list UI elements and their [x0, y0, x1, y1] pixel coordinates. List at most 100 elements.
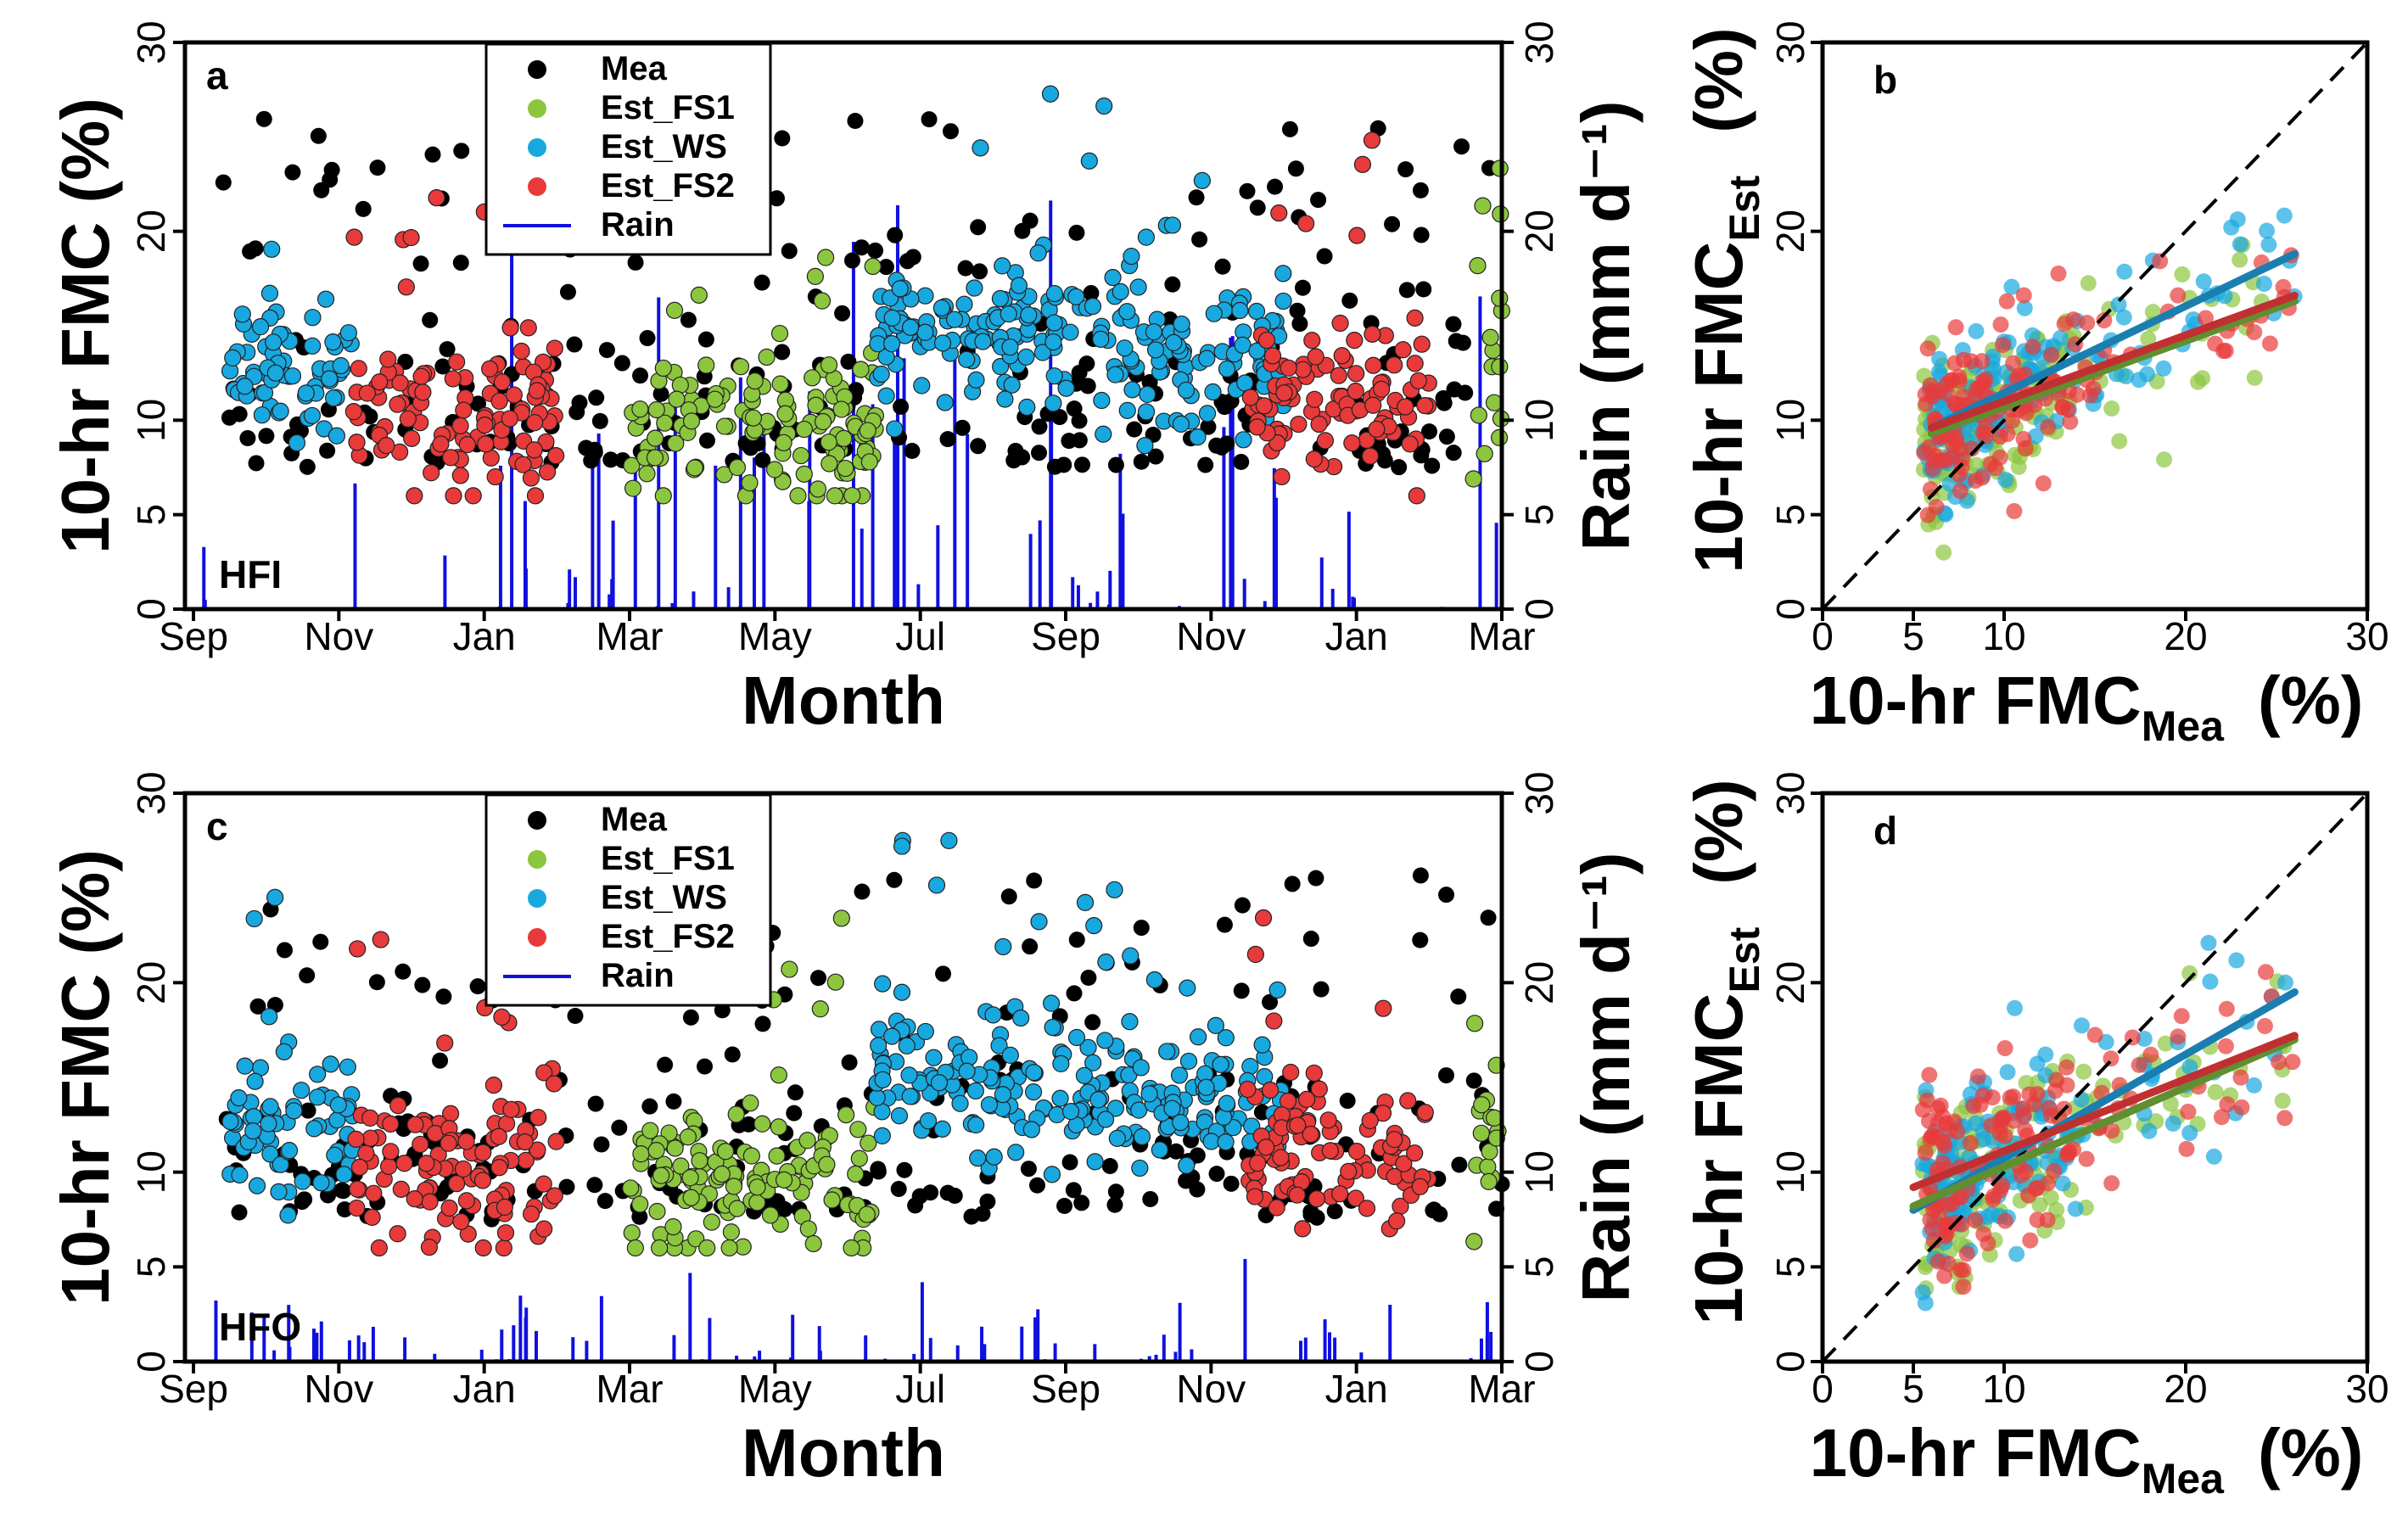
- fs1-point: [1481, 1143, 1498, 1161]
- ws-point: [958, 1062, 976, 1080]
- fs2-point: [402, 228, 420, 247]
- fs2-point: [490, 392, 508, 411]
- fs2-point: [2180, 1103, 2197, 1120]
- panel-letter: c: [206, 804, 228, 848]
- ws-point: [1112, 283, 1129, 300]
- mea-point: [598, 342, 615, 359]
- mea-point: [1071, 412, 1088, 429]
- fs2-point: [2006, 502, 2023, 519]
- ws-point: [1106, 366, 1124, 383]
- legend-entry: Est_WS: [601, 128, 727, 165]
- fs1-point: [795, 465, 813, 483]
- fs1-point: [647, 429, 664, 447]
- mea-point: [1197, 456, 1214, 473]
- x-tick-label: Jul: [895, 1367, 945, 1411]
- mea-point: [1384, 215, 1401, 232]
- fs2-point: [2035, 475, 2052, 492]
- fs1-point: [765, 461, 784, 478]
- mea-point: [776, 1200, 793, 1217]
- fs2-point: [2056, 316, 2073, 333]
- fs2-point: [2015, 1107, 2032, 1124]
- y-tick-label: 0: [1768, 598, 1812, 620]
- plot-frame: [1820, 40, 2370, 612]
- ws-point: [2067, 1200, 2084, 1217]
- mea-point: [1480, 909, 1497, 926]
- fs2-point: [349, 940, 367, 958]
- fs1-point: [1491, 289, 1509, 307]
- ws-point: [945, 310, 964, 328]
- fs2-point: [1974, 469, 1991, 486]
- fs1-point: [690, 286, 708, 304]
- fs2-point: [2276, 1110, 2293, 1127]
- ws-point: [1118, 303, 1136, 321]
- fs2-point: [371, 373, 389, 391]
- fs2-point: [1998, 293, 2015, 310]
- mea-point: [1065, 1182, 1082, 1199]
- ws-point: [2054, 1175, 2071, 1192]
- site-label: HFO: [219, 1305, 301, 1349]
- ws-point: [1045, 284, 1063, 303]
- ws-point: [1061, 323, 1079, 341]
- fs2-point: [1249, 1154, 1267, 1172]
- fs2-point: [1358, 1200, 1376, 1217]
- mea-point: [434, 358, 451, 375]
- fs1-point: [660, 1124, 678, 1142]
- fs2-point: [406, 1116, 424, 1133]
- mea-point: [242, 243, 259, 260]
- mea-point: [1398, 282, 1415, 299]
- y-tick-label: 30: [1768, 771, 1812, 814]
- fs1-point: [668, 390, 686, 408]
- fs2-point: [1406, 355, 1424, 372]
- mea-point: [1026, 872, 1043, 889]
- mea-point: [1073, 1194, 1090, 1211]
- y-tick-label: 10: [129, 1150, 173, 1194]
- fs1-point: [1479, 1158, 1497, 1176]
- y-axis-label-unit: (%): [1681, 779, 1756, 884]
- fs1-point: [667, 434, 685, 452]
- legend-entry: Rain: [601, 957, 675, 994]
- fs2-point: [1263, 347, 1282, 365]
- ws-point: [1057, 379, 1075, 397]
- fs1-point: [631, 400, 649, 418]
- legend-marker: [528, 889, 546, 908]
- mea-point: [566, 336, 583, 353]
- mea-point: [369, 159, 386, 176]
- ws-point: [263, 240, 281, 258]
- ws-point: [1041, 85, 1060, 103]
- ws-point: [1020, 306, 1038, 324]
- mea-point: [954, 419, 971, 436]
- mea-point: [1424, 457, 1441, 474]
- legend-marker: [528, 928, 546, 947]
- x-tick-label: 0: [1812, 1367, 1834, 1411]
- ws-point: [1051, 1089, 1069, 1107]
- ws-point: [933, 1120, 951, 1138]
- fs2-point: [526, 487, 545, 505]
- fs2-point: [512, 342, 530, 361]
- fs2-point: [1364, 356, 1382, 374]
- mea-point: [611, 1119, 628, 1136]
- fs1-point: [1474, 197, 1492, 215]
- mea-point: [886, 871, 903, 888]
- ws-point: [930, 1074, 949, 1092]
- fs2-point: [502, 1100, 520, 1119]
- fs2-point: [545, 1075, 563, 1093]
- ws-point: [1044, 1018, 1061, 1037]
- fs1-point: [771, 375, 789, 393]
- mea-point: [300, 1102, 316, 1119]
- fs1-point: [2075, 1063, 2092, 1080]
- fs2-point: [1975, 377, 1992, 394]
- legend-marker: [528, 811, 546, 830]
- fs1-point: [2080, 275, 2097, 292]
- mea-point: [469, 978, 486, 995]
- ws-point: [1158, 1043, 1176, 1060]
- fs2-point: [1920, 439, 1937, 456]
- fs2-point: [1364, 396, 1382, 414]
- mea-point: [1188, 189, 1205, 206]
- fs2-point: [546, 1187, 563, 1205]
- mea-point: [957, 260, 974, 277]
- ws-point: [2003, 278, 2020, 295]
- ws-point: [886, 420, 904, 438]
- fs2-point: [2218, 1000, 2235, 1017]
- ws-point: [900, 1066, 918, 1084]
- ws-point: [304, 309, 322, 327]
